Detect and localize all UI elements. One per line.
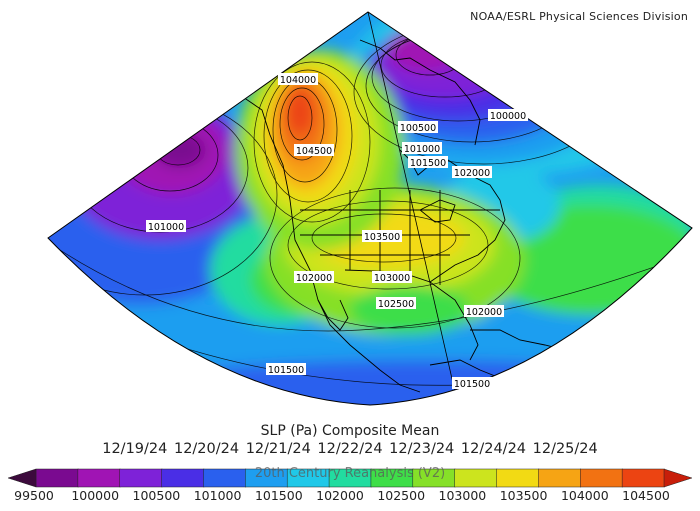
contour-label-101000-pacific: 101000 — [146, 220, 186, 233]
figure-dates: 12/19/24 12/20/24 12/21/24 12/22/24 12/2… — [102, 441, 598, 457]
contour-label-104000: 104000 — [278, 73, 318, 86]
contour-label-102000-ne: 102000 — [452, 166, 492, 179]
colorbar-tick-label: 103000 — [438, 488, 487, 503]
svg-text:101500: 101500 — [454, 379, 490, 390]
contour-label-100000: 100000 — [488, 109, 528, 122]
svg-text:103500: 103500 — [364, 232, 400, 243]
colorbar: 20th Century Reanalysis (V2) — [7, 467, 693, 488]
colorbar-bin — [496, 468, 540, 488]
contour-label-104500: 104500 — [294, 144, 334, 157]
contour-label-100500: 100500 — [398, 121, 438, 134]
svg-text:101000: 101000 — [404, 144, 440, 155]
colorbar-bin — [621, 468, 665, 488]
colorbar-bin — [580, 468, 623, 488]
contour-label-102000-west: 102000 — [294, 271, 334, 284]
slp-map: 104000 104500 100000 100500 101000 10150… — [47, 11, 693, 406]
colorbar-bin — [538, 468, 582, 488]
svg-text:100500: 100500 — [400, 123, 436, 134]
colorbar-min-arrow — [7, 468, 37, 488]
colorbar-tick-label: 99500 — [14, 488, 54, 503]
contour-label-101500-southwest: 101500 — [266, 363, 306, 376]
colorbar-bin — [77, 468, 121, 488]
colorbar-tick-label: 102000 — [316, 488, 364, 503]
colorbar-bin — [119, 468, 163, 488]
svg-text:103000: 103000 — [374, 273, 410, 284]
svg-text:102000: 102000 — [296, 273, 332, 284]
svg-text:101500: 101500 — [410, 158, 446, 169]
contour-label-101500-south: 101500 — [452, 377, 492, 390]
contour-label-101500-ne: 101500 — [408, 156, 448, 169]
colorbar-tick-label: 100000 — [71, 488, 120, 503]
svg-text:102000: 102000 — [454, 168, 490, 179]
colorbar-tick-label: 101000 — [193, 488, 242, 503]
figure-title: SLP (Pa) Composite Mean — [260, 423, 440, 439]
colorbar-tick-label: 104000 — [560, 488, 609, 503]
contour-label-103000: 103000 — [372, 271, 412, 284]
svg-text:100000: 100000 — [490, 111, 526, 122]
svg-text:104500: 104500 — [296, 146, 332, 157]
colorbar-bin — [161, 468, 205, 488]
svg-text:101500: 101500 — [268, 365, 304, 376]
colorbar-bin — [203, 468, 247, 488]
contour-label-101000-ne: 101000 — [402, 142, 442, 155]
credit-text: NOAA/ESRL Physical Sciences Division — [470, 10, 688, 23]
svg-text:101000: 101000 — [148, 222, 184, 233]
contour-label-102000-southeast: 102000 — [464, 305, 504, 318]
colorbar-tick-label: 103500 — [499, 488, 548, 503]
reanalysis-label: 20th Century Reanalysis (V2) — [255, 467, 445, 481]
svg-text:102000: 102000 — [466, 307, 502, 318]
contour-label-102500: 102500 — [376, 297, 416, 310]
svg-text:102500: 102500 — [378, 299, 414, 310]
colorbar-max-arrow — [663, 468, 693, 488]
contour-label-103500: 103500 — [362, 230, 402, 243]
colorbar-tick-label: 104500 — [622, 488, 670, 503]
colorbar-tick-label: 101500 — [254, 488, 303, 503]
colorbar-bin — [454, 468, 498, 488]
colorbar-bin — [35, 468, 79, 488]
colorbar-tick-label: 100500 — [132, 488, 181, 503]
colorbar-tick-label: 102500 — [377, 488, 426, 503]
svg-text:104000: 104000 — [280, 75, 316, 86]
